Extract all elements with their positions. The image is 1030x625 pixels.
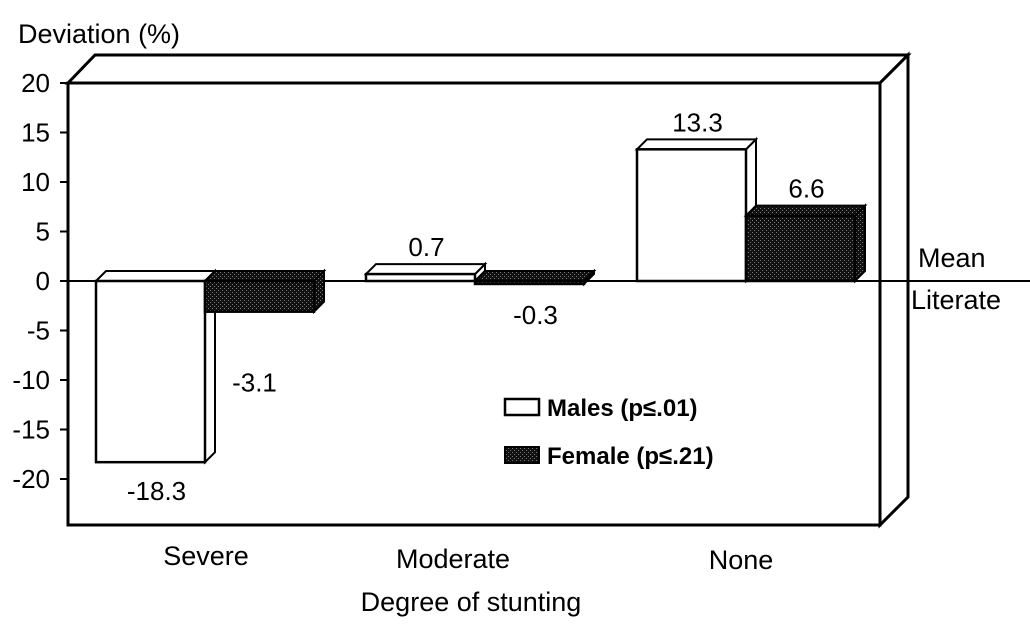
y-tick-label: 20: [21, 68, 50, 98]
legend-label-female: Female (p≤.21): [547, 443, 714, 470]
data-label: -18.3: [127, 476, 186, 506]
mean-label: Mean: [918, 243, 986, 273]
y-tick-label: -20: [12, 464, 50, 494]
legend-label-males: Males (p≤.01): [547, 395, 698, 422]
data-label: 0.7: [408, 232, 444, 262]
data-label: -0.3: [513, 300, 558, 330]
x-category-label: Moderate: [396, 544, 510, 574]
y-tick-label: 10: [21, 167, 50, 197]
bar-males-severe: [93, 268, 218, 465]
bars: [93, 136, 868, 465]
y-tick-label: 0: [36, 266, 50, 296]
legend: Males (p≤.01) Female (p≤.21): [503, 395, 714, 470]
y-tick-label: 5: [36, 217, 50, 247]
data-label: -3.1: [232, 368, 277, 398]
y-axis-title: Deviation (%): [18, 19, 180, 49]
y-ticks: 20 15 10 5 0 -5 -10 -15 -20: [12, 68, 68, 494]
category-labels: Severe Moderate None: [163, 541, 773, 575]
y-tick-label: 15: [21, 118, 50, 148]
x-category-label: Severe: [163, 541, 249, 571]
bar-females-moderate: [472, 268, 597, 287]
plot-frame: [66, 81, 882, 527]
literate-label: Literate: [911, 285, 1001, 315]
data-labels: -18.3 0.7 13.3 -3.1 -0.3 6.6: [127, 107, 825, 506]
data-label: 6.6: [788, 174, 824, 204]
x-axis-title: Degree of stunting: [361, 587, 582, 617]
bar-males-moderate: [363, 261, 488, 284]
legend-swatch-males: [503, 397, 541, 417]
bar-females-none: [743, 203, 868, 284]
y-tick-label: -10: [12, 365, 50, 395]
y-tick-label: -5: [27, 316, 50, 346]
data-label: 13.3: [672, 107, 723, 137]
legend-swatch-female: [504, 446, 540, 464]
plot-frame-top: [64, 53, 912, 85]
bar-males-none: [634, 136, 759, 284]
x-category-label: None: [709, 545, 774, 575]
bar-females-severe: [202, 268, 327, 315]
y-tick-label: -15: [12, 415, 50, 445]
plot-frame-side: [878, 51, 910, 529]
